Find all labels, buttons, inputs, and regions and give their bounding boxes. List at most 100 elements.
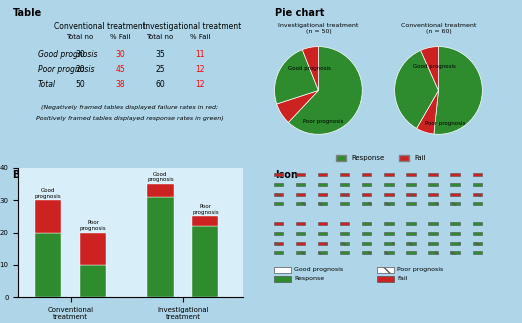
FancyBboxPatch shape — [450, 193, 460, 196]
Text: Icon: Icon — [275, 170, 298, 180]
FancyBboxPatch shape — [296, 193, 305, 196]
Text: 12: 12 — [195, 80, 205, 89]
FancyBboxPatch shape — [384, 193, 394, 196]
Text: Good prognosis: Good prognosis — [38, 49, 97, 58]
FancyBboxPatch shape — [274, 193, 283, 196]
Text: 20: 20 — [75, 65, 85, 74]
FancyBboxPatch shape — [406, 173, 416, 176]
FancyBboxPatch shape — [406, 242, 416, 245]
Bar — [80, 233, 106, 265]
Text: Poor prognosis: Poor prognosis — [38, 65, 94, 74]
FancyBboxPatch shape — [362, 193, 372, 196]
Text: Bar graph: Bar graph — [13, 170, 67, 180]
Title: Investigational treatment
(n = 50): Investigational treatment (n = 50) — [278, 23, 359, 34]
FancyBboxPatch shape — [406, 193, 416, 196]
Text: 30: 30 — [75, 49, 85, 58]
FancyBboxPatch shape — [362, 251, 372, 255]
Text: Good prognosis: Good prognosis — [288, 66, 331, 71]
FancyBboxPatch shape — [384, 183, 394, 186]
FancyBboxPatch shape — [318, 242, 327, 245]
Text: Response: Response — [294, 276, 325, 281]
FancyBboxPatch shape — [429, 242, 437, 245]
FancyBboxPatch shape — [340, 202, 349, 205]
FancyBboxPatch shape — [274, 183, 283, 186]
FancyBboxPatch shape — [318, 251, 327, 255]
Text: Conventional treatment: Conventional treatment — [54, 22, 146, 31]
FancyBboxPatch shape — [406, 222, 416, 225]
FancyBboxPatch shape — [296, 183, 305, 186]
FancyBboxPatch shape — [296, 242, 305, 245]
FancyBboxPatch shape — [362, 202, 372, 205]
FancyBboxPatch shape — [429, 232, 437, 235]
Text: 45: 45 — [115, 65, 125, 74]
FancyBboxPatch shape — [384, 242, 394, 245]
FancyBboxPatch shape — [274, 276, 291, 282]
FancyBboxPatch shape — [362, 232, 372, 235]
Text: 35: 35 — [155, 49, 165, 58]
Bar — [35, 200, 61, 233]
FancyBboxPatch shape — [318, 202, 327, 205]
FancyBboxPatch shape — [450, 222, 460, 225]
FancyBboxPatch shape — [450, 251, 460, 255]
Bar — [35, 233, 61, 297]
FancyBboxPatch shape — [472, 183, 482, 186]
FancyBboxPatch shape — [318, 193, 327, 196]
Text: Total no: Total no — [146, 34, 173, 40]
FancyBboxPatch shape — [450, 202, 460, 205]
Text: 12: 12 — [195, 65, 205, 74]
Text: Investigational treatment: Investigational treatment — [143, 22, 242, 31]
Wedge shape — [288, 47, 362, 134]
Wedge shape — [275, 50, 318, 104]
FancyBboxPatch shape — [384, 222, 394, 225]
Text: Good
prognosis: Good prognosis — [35, 188, 62, 199]
FancyBboxPatch shape — [472, 232, 482, 235]
Text: 11: 11 — [195, 49, 205, 58]
FancyBboxPatch shape — [472, 173, 482, 176]
Text: Total no: Total no — [66, 34, 94, 40]
Wedge shape — [417, 90, 438, 134]
Text: 60: 60 — [155, 80, 165, 89]
FancyBboxPatch shape — [406, 202, 416, 205]
FancyBboxPatch shape — [429, 173, 437, 176]
FancyBboxPatch shape — [296, 251, 305, 255]
Text: Table: Table — [13, 8, 42, 18]
Text: % Fail: % Fail — [189, 34, 210, 40]
FancyBboxPatch shape — [274, 222, 283, 225]
FancyBboxPatch shape — [340, 242, 349, 245]
Text: Good
prognosis: Good prognosis — [147, 172, 174, 182]
FancyBboxPatch shape — [274, 173, 283, 176]
FancyBboxPatch shape — [450, 173, 460, 176]
FancyBboxPatch shape — [362, 183, 372, 186]
FancyBboxPatch shape — [429, 222, 437, 225]
Text: Good prognosis: Good prognosis — [413, 64, 456, 69]
Text: (Negatively framed tables displayed failure rates in red;: (Negatively framed tables displayed fail… — [41, 105, 219, 110]
Wedge shape — [434, 47, 482, 134]
FancyBboxPatch shape — [472, 202, 482, 205]
Text: Poor
prognosis: Poor prognosis — [80, 220, 106, 231]
FancyBboxPatch shape — [377, 267, 394, 273]
FancyBboxPatch shape — [406, 251, 416, 255]
FancyBboxPatch shape — [384, 232, 394, 235]
Text: Fail: Fail — [397, 276, 408, 281]
FancyBboxPatch shape — [340, 183, 349, 186]
Bar — [147, 197, 173, 297]
FancyBboxPatch shape — [274, 232, 283, 235]
FancyBboxPatch shape — [377, 276, 394, 282]
Wedge shape — [421, 47, 438, 90]
FancyBboxPatch shape — [429, 202, 437, 205]
Legend: Response, Fail: Response, Fail — [333, 152, 429, 164]
FancyBboxPatch shape — [318, 222, 327, 225]
FancyBboxPatch shape — [362, 173, 372, 176]
Title: Conventional treatment
(n = 60): Conventional treatment (n = 60) — [401, 23, 476, 34]
Bar — [147, 184, 173, 197]
FancyBboxPatch shape — [472, 251, 482, 255]
Bar — [80, 265, 106, 297]
FancyBboxPatch shape — [274, 267, 291, 273]
FancyBboxPatch shape — [450, 242, 460, 245]
FancyBboxPatch shape — [318, 232, 327, 235]
Text: Total: Total — [38, 80, 56, 89]
FancyBboxPatch shape — [450, 232, 460, 235]
FancyBboxPatch shape — [472, 193, 482, 196]
Wedge shape — [277, 90, 318, 122]
FancyBboxPatch shape — [429, 183, 437, 186]
